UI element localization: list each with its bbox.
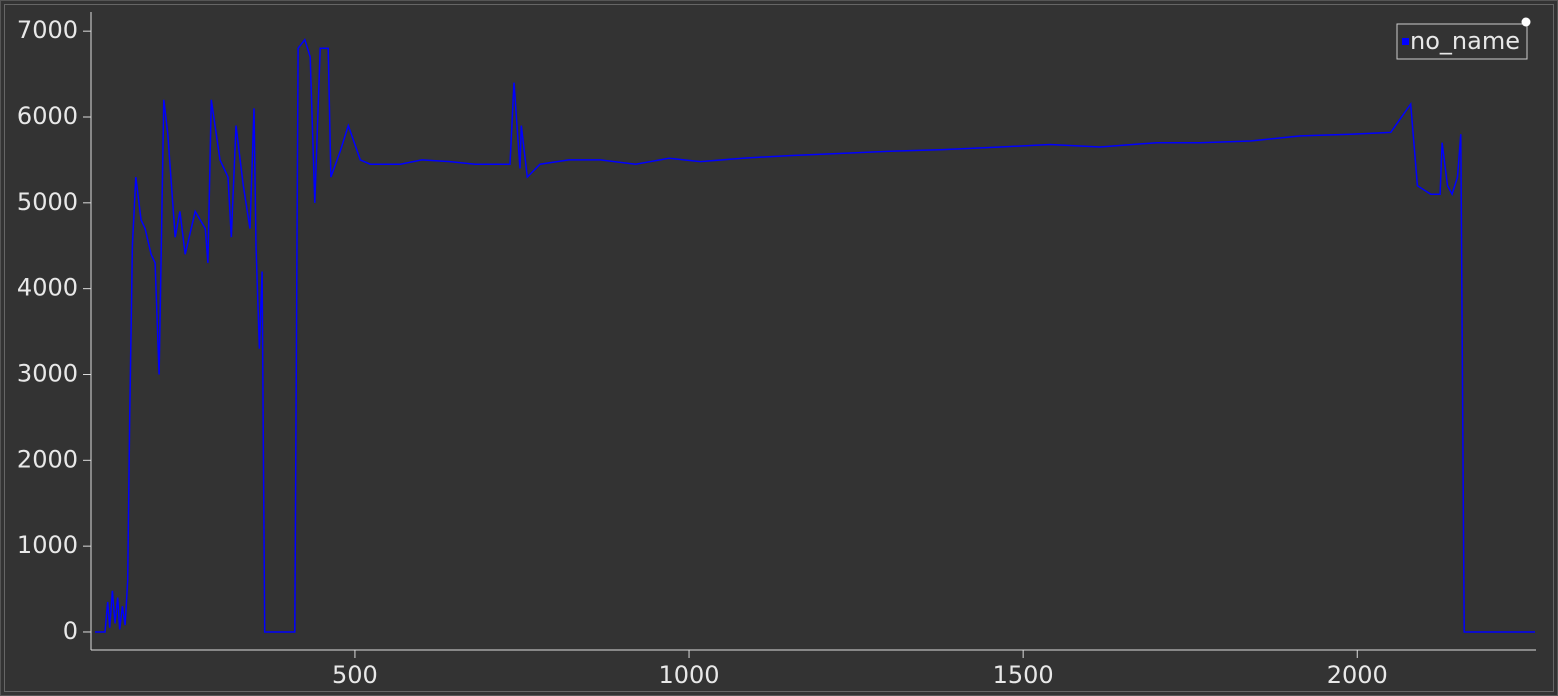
- x-tick-label: 1000: [659, 661, 720, 689]
- legend-label: no_name: [1410, 27, 1520, 55]
- legend-swatch: [1402, 38, 1409, 45]
- x-tick-label: 2000: [1327, 661, 1388, 689]
- y-tick-label: 3000: [17, 359, 78, 387]
- legend-handle: [1521, 17, 1531, 27]
- y-tick-label: 4000: [17, 274, 78, 302]
- line-series: [95, 38, 1535, 633]
- legend-box: [1396, 23, 1528, 60]
- x-tick-label: 1500: [993, 661, 1054, 689]
- y-tick-label: 2000: [17, 445, 78, 473]
- y-tick-label: 6000: [17, 102, 78, 130]
- y-tick-label: 5000: [17, 188, 78, 216]
- y-tick-label: 0: [63, 617, 78, 645]
- y-tick-label: 1000: [17, 531, 78, 559]
- x-tick-label: 500: [332, 661, 378, 689]
- y-tick-label: 7000: [17, 16, 78, 44]
- plot-frame: [4, 4, 1554, 692]
